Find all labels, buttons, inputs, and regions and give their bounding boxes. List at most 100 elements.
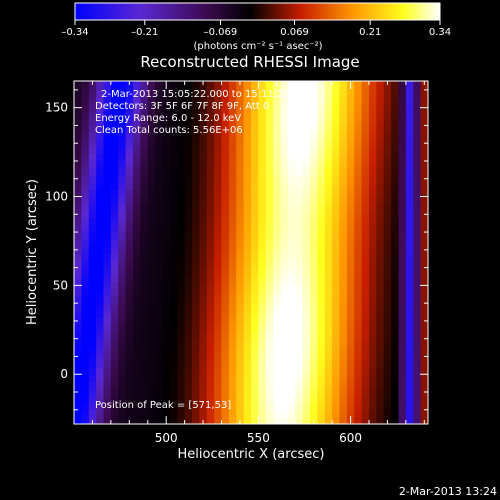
heatmap-cell xyxy=(192,203,200,212)
heatmap-cell xyxy=(236,89,245,98)
heatmap-cell xyxy=(332,232,341,240)
heatmap-cell xyxy=(88,296,97,304)
heatmap-cell xyxy=(354,232,363,240)
heatmap-cell xyxy=(332,338,341,347)
heatmap-cell xyxy=(420,82,428,91)
heatmap-cell xyxy=(339,381,348,390)
heatmap-cell xyxy=(339,352,348,361)
heatmap-cell xyxy=(103,246,112,254)
heatmap-cell xyxy=(258,146,267,155)
heatmap-cell xyxy=(376,296,385,304)
heatmap-cell xyxy=(206,281,215,290)
heatmap-cell xyxy=(302,303,311,311)
heatmap-cell xyxy=(169,267,178,276)
heatmap-cell xyxy=(302,153,311,162)
heatmap-cell xyxy=(177,267,186,276)
heatmap-cell xyxy=(420,118,428,127)
heatmap-cell xyxy=(376,395,385,404)
heatmap-cell xyxy=(332,409,341,418)
heatmap-cell xyxy=(155,281,164,290)
heatmap-cell xyxy=(413,253,422,262)
heatmap-cell xyxy=(155,416,164,424)
heatmap-cell xyxy=(177,239,186,247)
heatmap-cell xyxy=(302,146,311,155)
heatmap-cell xyxy=(258,132,267,141)
heatmap-cell xyxy=(369,253,377,262)
heatmap-cell xyxy=(155,89,164,98)
heatmap-cell xyxy=(332,381,341,390)
heatmap-cell xyxy=(162,360,171,368)
heatmap-cell xyxy=(287,104,296,112)
heatmap-cell xyxy=(295,196,304,205)
heatmap-cell xyxy=(228,288,237,297)
heatmap-cell xyxy=(310,402,318,411)
heatmap-cell xyxy=(354,317,363,326)
heatmap-cell xyxy=(221,388,230,397)
heatmap-cell xyxy=(206,125,215,134)
heatmap-cell xyxy=(214,175,223,183)
heatmap-cell xyxy=(103,82,112,91)
heatmap-cell xyxy=(236,267,245,276)
heatmap-cell xyxy=(103,189,112,198)
heatmap-cell xyxy=(155,239,164,247)
heatmap-cell xyxy=(354,146,363,155)
heatmap-cell xyxy=(74,381,82,390)
heatmap-cell xyxy=(339,217,348,226)
heatmap-cell xyxy=(383,267,392,276)
heatmap-cell xyxy=(302,246,311,254)
heatmap-cell xyxy=(258,395,267,404)
heatmap-cell xyxy=(287,402,296,411)
heatmap-cell xyxy=(265,246,274,254)
heatmap-cell xyxy=(376,96,385,105)
heatmap-cell xyxy=(280,89,289,98)
heatmap-cell xyxy=(214,303,223,311)
heatmap-cell xyxy=(258,118,267,127)
heatmap-cell xyxy=(287,345,296,354)
heatmap-cell xyxy=(251,118,259,127)
heatmap-cell xyxy=(287,96,296,105)
heatmap-cell xyxy=(398,168,407,176)
heatmap-cell xyxy=(346,317,355,326)
heatmap-cell xyxy=(88,96,97,105)
heatmap-cell xyxy=(369,153,377,162)
heatmap-cell xyxy=(199,153,208,162)
heatmap-cell xyxy=(243,367,252,375)
heatmap-cell xyxy=(103,324,112,333)
heatmap-cell xyxy=(251,153,259,162)
annotation-detectors: Detectors: 3F 5F 6F 7F 8F 9F, Att 0 xyxy=(95,101,269,112)
heatmap-cell xyxy=(228,338,237,347)
heatmap-cell xyxy=(405,381,414,390)
heatmap-cell xyxy=(228,182,237,191)
heatmap-cell xyxy=(302,274,311,283)
heatmap-cell xyxy=(332,310,341,318)
colorbar: –0.34 –0.21 –0.069 0.069 0.21 0.34 (photons c… xyxy=(61,2,451,52)
heatmap-cell xyxy=(169,232,178,240)
heatmap-cell xyxy=(405,89,414,98)
heatmap-cell xyxy=(405,118,414,127)
heatmap-cell xyxy=(118,139,127,148)
heatmap-cell xyxy=(81,267,90,276)
heatmap-cell xyxy=(103,104,112,112)
heatmap-cell xyxy=(74,360,82,368)
heatmap-cell xyxy=(405,139,414,148)
heatmap-cell xyxy=(133,118,141,127)
heatmap-cell xyxy=(169,374,178,382)
heatmap-cell xyxy=(346,217,355,226)
heatmap-cell xyxy=(228,296,237,304)
heatmap-cell xyxy=(258,182,267,191)
heatmap-cell xyxy=(398,132,407,141)
heatmap-cell xyxy=(287,175,296,183)
heatmap-cell xyxy=(147,125,156,134)
heatmap-cell xyxy=(133,296,141,304)
heatmap-cell xyxy=(383,132,392,141)
heatmap-cell xyxy=(324,360,333,368)
heatmap-cell xyxy=(243,381,252,390)
heatmap-cell xyxy=(206,345,215,354)
heatmap-cell xyxy=(133,352,141,361)
heatmap-cell xyxy=(398,409,407,418)
heatmap-cell xyxy=(74,296,82,304)
heatmap-cell xyxy=(125,232,134,240)
heatmap-cell xyxy=(332,388,341,397)
heatmap-cell xyxy=(140,317,149,326)
heatmap-cell xyxy=(287,324,296,333)
